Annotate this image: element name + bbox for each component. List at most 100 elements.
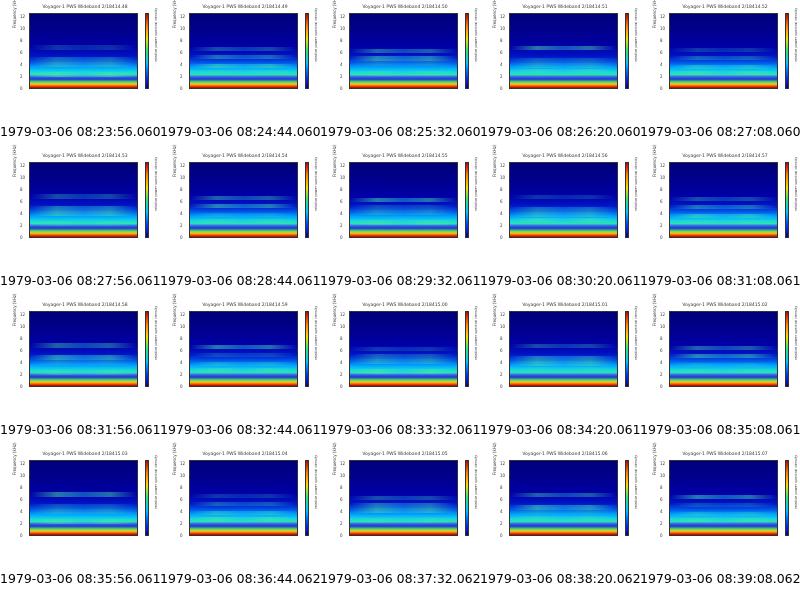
spectrogram-thumbnail[interactable]: Voyager-1 PWS Wideband 2/18415.04 Frequen…: [168, 443, 318, 561]
spectrogram-thumbnail[interactable]: Voyager-1 PWS Wideband 2/18415.05 Frequen…: [328, 443, 478, 561]
timestamp-caption[interactable]: 1979-03-06 08:29:32.061: [320, 273, 481, 288]
spectrogram-thumbnail[interactable]: Voyager-1 PWS Wideband 2/18415.06 Frequen…: [488, 443, 638, 561]
y-tick-label: 10: [660, 473, 666, 478]
y-tick-label: 2: [20, 74, 23, 79]
emission-band: [670, 494, 777, 500]
color-bar: [305, 13, 309, 89]
spectrogram-thumbnail[interactable]: Voyager-1 PWS Wideband 2/18414.59 Frequen…: [168, 294, 318, 412]
timestamp-caption[interactable]: 1979-03-06 08:37:32.062: [320, 571, 481, 586]
spectrogram-thumbnail[interactable]: Voyager-1 PWS Wideband 2/18415.02 Frequen…: [648, 294, 798, 412]
emission-band: [350, 61, 457, 66]
emission-band: [510, 505, 617, 510]
spectrogram-thumbnail[interactable]: Voyager-1 PWS Wideband 2/18414.58 Frequen…: [8, 294, 158, 412]
y-tick-label: 6: [660, 199, 663, 204]
timestamp-caption[interactable]: 1979-03-06 08:28:44.061: [160, 273, 321, 288]
emission-band: [190, 64, 297, 69]
spectrogram-thumbnail[interactable]: Voyager-1 PWS Wideband 2/18414.56 Frequen…: [488, 145, 638, 263]
y-axis-label: Frequency (kHz): [652, 442, 657, 475]
timestamp-caption[interactable]: 1979-03-06 08:33:32.061: [320, 422, 481, 437]
color-bar: [465, 460, 469, 536]
y-tick-label: 0: [20, 533, 23, 538]
y-tick-label: 4: [500, 211, 503, 216]
timestamp-caption[interactable]: 1979-03-06 08:35:08.061: [640, 422, 800, 437]
y-axis-label: Frequency (kHz): [12, 293, 17, 326]
emission-band: [670, 353, 777, 359]
spectrogram-thumbnail[interactable]: Voyager-1 PWS Wideband 2/18415.03 Frequen…: [8, 443, 158, 561]
y-tick-label: 2: [180, 372, 183, 377]
spectrogram-thumbnail[interactable]: Voyager-1 PWS Wideband 2/18414.48 Frequen…: [8, 0, 158, 114]
timestamp-caption[interactable]: 1979-03-06 08:38:20.062: [480, 571, 641, 586]
y-tick-label: 2: [20, 521, 23, 526]
spectrogram-thumbnail[interactable]: Voyager-1 PWS Wideband 2/18414.57 Frequen…: [648, 145, 798, 263]
y-tick-label: 8: [500, 38, 503, 43]
spectrogram-thumbnail[interactable]: Voyager-1 PWS Wideband 2/18415.00 Frequen…: [328, 294, 478, 412]
spectrogram-image: [349, 13, 458, 89]
y-tick-label: 2: [660, 74, 663, 79]
timestamp-caption[interactable]: 1979-03-06 08:35:56.061: [0, 571, 161, 586]
y-tick-label: 0: [180, 235, 183, 240]
spectrogram-image: [189, 13, 298, 89]
y-axis-ticks: 12 10 8 6 4 2 0: [500, 461, 506, 538]
timestamp-caption[interactable]: 1979-03-06 08:30:20.061: [480, 273, 641, 288]
emission-band: [30, 62, 137, 67]
color-bar: [625, 311, 629, 387]
timestamp-caption[interactable]: 1979-03-06 08:36:44.062: [160, 571, 321, 586]
timestamp-caption[interactable]: 1979-03-06 08:23:56.060: [0, 124, 161, 139]
y-tick-label: 12: [660, 312, 666, 317]
spectrogram-thumbnail[interactable]: Voyager-1 PWS Wideband 2/18415.07 Frequen…: [648, 443, 798, 561]
spectrogram-image: [509, 311, 618, 387]
spectrogram-thumbnail[interactable]: Voyager-1 PWS Wideband 2/18415.01 Frequen…: [488, 294, 638, 412]
emission-band: [30, 72, 137, 77]
emission-band: [510, 510, 617, 515]
y-tick-label: 6: [660, 50, 663, 55]
y-axis-ticks: 12 10 8 6 4 2 0: [660, 163, 666, 240]
y-tick-label: 8: [660, 38, 663, 43]
color-bar-label: relative power spectral density: [474, 305, 478, 360]
timestamp-caption[interactable]: 1979-03-06 08:31:56.061: [0, 422, 161, 437]
y-tick-label: 4: [660, 360, 663, 365]
spectrogram-thumbnail[interactable]: Voyager-1 PWS Wideband 2/18414.53 Frequen…: [8, 145, 158, 263]
plot-title: Voyager-1 PWS Wideband 2/18414.57: [682, 154, 768, 159]
spectrogram-thumbnail[interactable]: Voyager-1 PWS Wideband 2/18414.50 Frequen…: [328, 0, 478, 114]
color-bar-label: relative power spectral density: [154, 7, 158, 62]
spectrogram-thumbnail[interactable]: Voyager-1 PWS Wideband 2/18414.55 Frequen…: [328, 145, 478, 263]
timestamp-caption[interactable]: 1979-03-06 08:27:08.060: [640, 124, 800, 139]
y-tick-label: 10: [500, 473, 506, 478]
timestamp-caption[interactable]: 1979-03-06 08:34:20.061: [480, 422, 641, 437]
timestamp-caption[interactable]: 1979-03-06 08:31:08.061: [640, 273, 800, 288]
y-tick-label: 4: [660, 62, 663, 67]
spectrogram-thumbnail[interactable]: Voyager-1 PWS Wideband 2/18414.49 Frequen…: [168, 0, 318, 114]
spectrogram-thumbnail[interactable]: Voyager-1 PWS Wideband 2/18414.52 Frequen…: [648, 0, 798, 114]
emission-band: [350, 369, 457, 374]
timestamp-caption[interactable]: 1979-03-06 08:25:32.060: [320, 124, 481, 139]
y-tick-label: 10: [660, 175, 666, 180]
y-axis-label: Frequency (kHz): [332, 144, 337, 177]
emission-band: [510, 194, 617, 200]
y-axis-label: Frequency (kHz): [12, 0, 17, 28]
spectrogram-thumbnail[interactable]: Voyager-1 PWS Wideband 2/18414.54 Frequen…: [168, 145, 318, 263]
y-tick-label: 10: [180, 175, 186, 180]
y-axis-label: Frequency (kHz): [652, 293, 657, 326]
spectrogram-thumbnail[interactable]: Voyager-1 PWS Wideband 2/18414.51 Frequen…: [488, 0, 638, 114]
timestamp-caption[interactable]: 1979-03-06 08:26:20.060: [480, 124, 641, 139]
emission-band: [510, 58, 617, 63]
color-bar-label: relative power spectral density: [154, 305, 158, 360]
timestamp-caption[interactable]: 1979-03-06 08:27:56.061: [0, 273, 161, 288]
y-tick-label: 0: [340, 533, 343, 538]
y-tick-label: 0: [340, 384, 343, 389]
emission-band: [30, 360, 137, 365]
y-tick-label: 0: [20, 86, 23, 91]
y-tick-label: 2: [660, 521, 663, 526]
y-axis-ticks: 12 10 8 6 4 2 0: [660, 461, 666, 538]
timestamp-caption[interactable]: 1979-03-06 08:39:08.062: [640, 571, 800, 586]
panel: Voyager-1 PWS Wideband 2/18415.03 Frequen…: [0, 443, 161, 596]
emission-band: [670, 64, 777, 70]
y-tick-label: 12: [20, 312, 26, 317]
timestamp-caption[interactable]: 1979-03-06 08:32:44.061: [160, 422, 321, 437]
timestamp-caption[interactable]: 1979-03-06 08:24:44.060: [160, 124, 321, 139]
emission-band: [190, 69, 297, 75]
emission-band: [510, 492, 617, 498]
color-bar-label: relative power spectral density: [154, 454, 158, 509]
y-tick-label: 6: [660, 497, 663, 502]
color-bar: [305, 162, 309, 238]
